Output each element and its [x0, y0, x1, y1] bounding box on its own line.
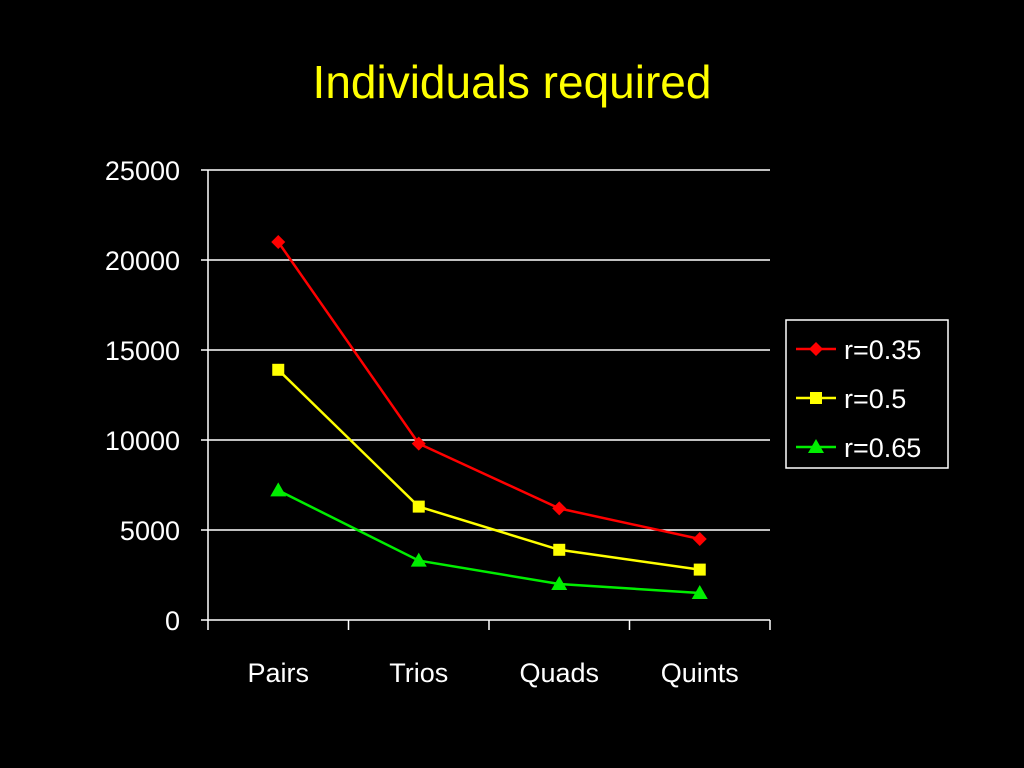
x-tick-label: Quints — [661, 658, 739, 688]
series-line — [277, 241, 701, 541]
gridlines — [208, 169, 770, 531]
x-tick-label: Pairs — [247, 658, 309, 688]
legend-item: r=0.35 — [796, 335, 921, 365]
y-tick-labels: 0 5000 10000 15000 20000 25000 — [105, 156, 180, 636]
legend: r=0.35 r=0.5 r=0.65 — [785, 319, 949, 469]
x-tick-labels: Pairs Trios Quads Quints — [247, 658, 738, 688]
legend-swatch-marker — [809, 342, 823, 356]
series-line — [277, 489, 700, 595]
legend-label: r=0.35 — [844, 335, 921, 365]
series-r=0.35 — [271, 235, 707, 546]
x-tick-label: Quads — [519, 658, 599, 688]
data-point — [412, 500, 425, 513]
y-tick-label: 0 — [165, 606, 180, 636]
legend-item: r=0.65 — [796, 433, 921, 463]
data-point — [272, 363, 285, 376]
series-r=0.65 — [270, 482, 708, 599]
data-point — [411, 436, 426, 451]
y-tick-label: 20000 — [105, 246, 180, 276]
series-r=0.5 — [272, 363, 706, 576]
chart-title: Individuals required — [312, 56, 712, 108]
data-point — [693, 563, 706, 576]
data-point — [552, 501, 567, 516]
x-tick-label: Trios — [389, 658, 448, 688]
series-line — [277, 368, 700, 571]
y-tick-label: 25000 — [105, 156, 180, 186]
legend-swatch-marker — [808, 439, 824, 453]
data-point — [691, 585, 708, 599]
y-tick-label: 5000 — [120, 516, 180, 546]
data-point — [553, 543, 566, 556]
series-lines — [270, 235, 708, 599]
y-tick-label: 15000 — [105, 336, 180, 366]
data-point — [270, 482, 287, 497]
y-tick-label: 10000 — [105, 426, 180, 456]
legend-label: r=0.5 — [844, 384, 906, 414]
axes — [201, 169, 771, 630]
legend-label: r=0.65 — [844, 433, 921, 463]
legend-swatch-marker — [810, 392, 822, 404]
legend-item: r=0.5 — [796, 384, 906, 414]
data-point — [551, 576, 568, 590]
data-point — [271, 235, 286, 249]
data-point — [692, 532, 707, 546]
data-point — [410, 552, 427, 567]
